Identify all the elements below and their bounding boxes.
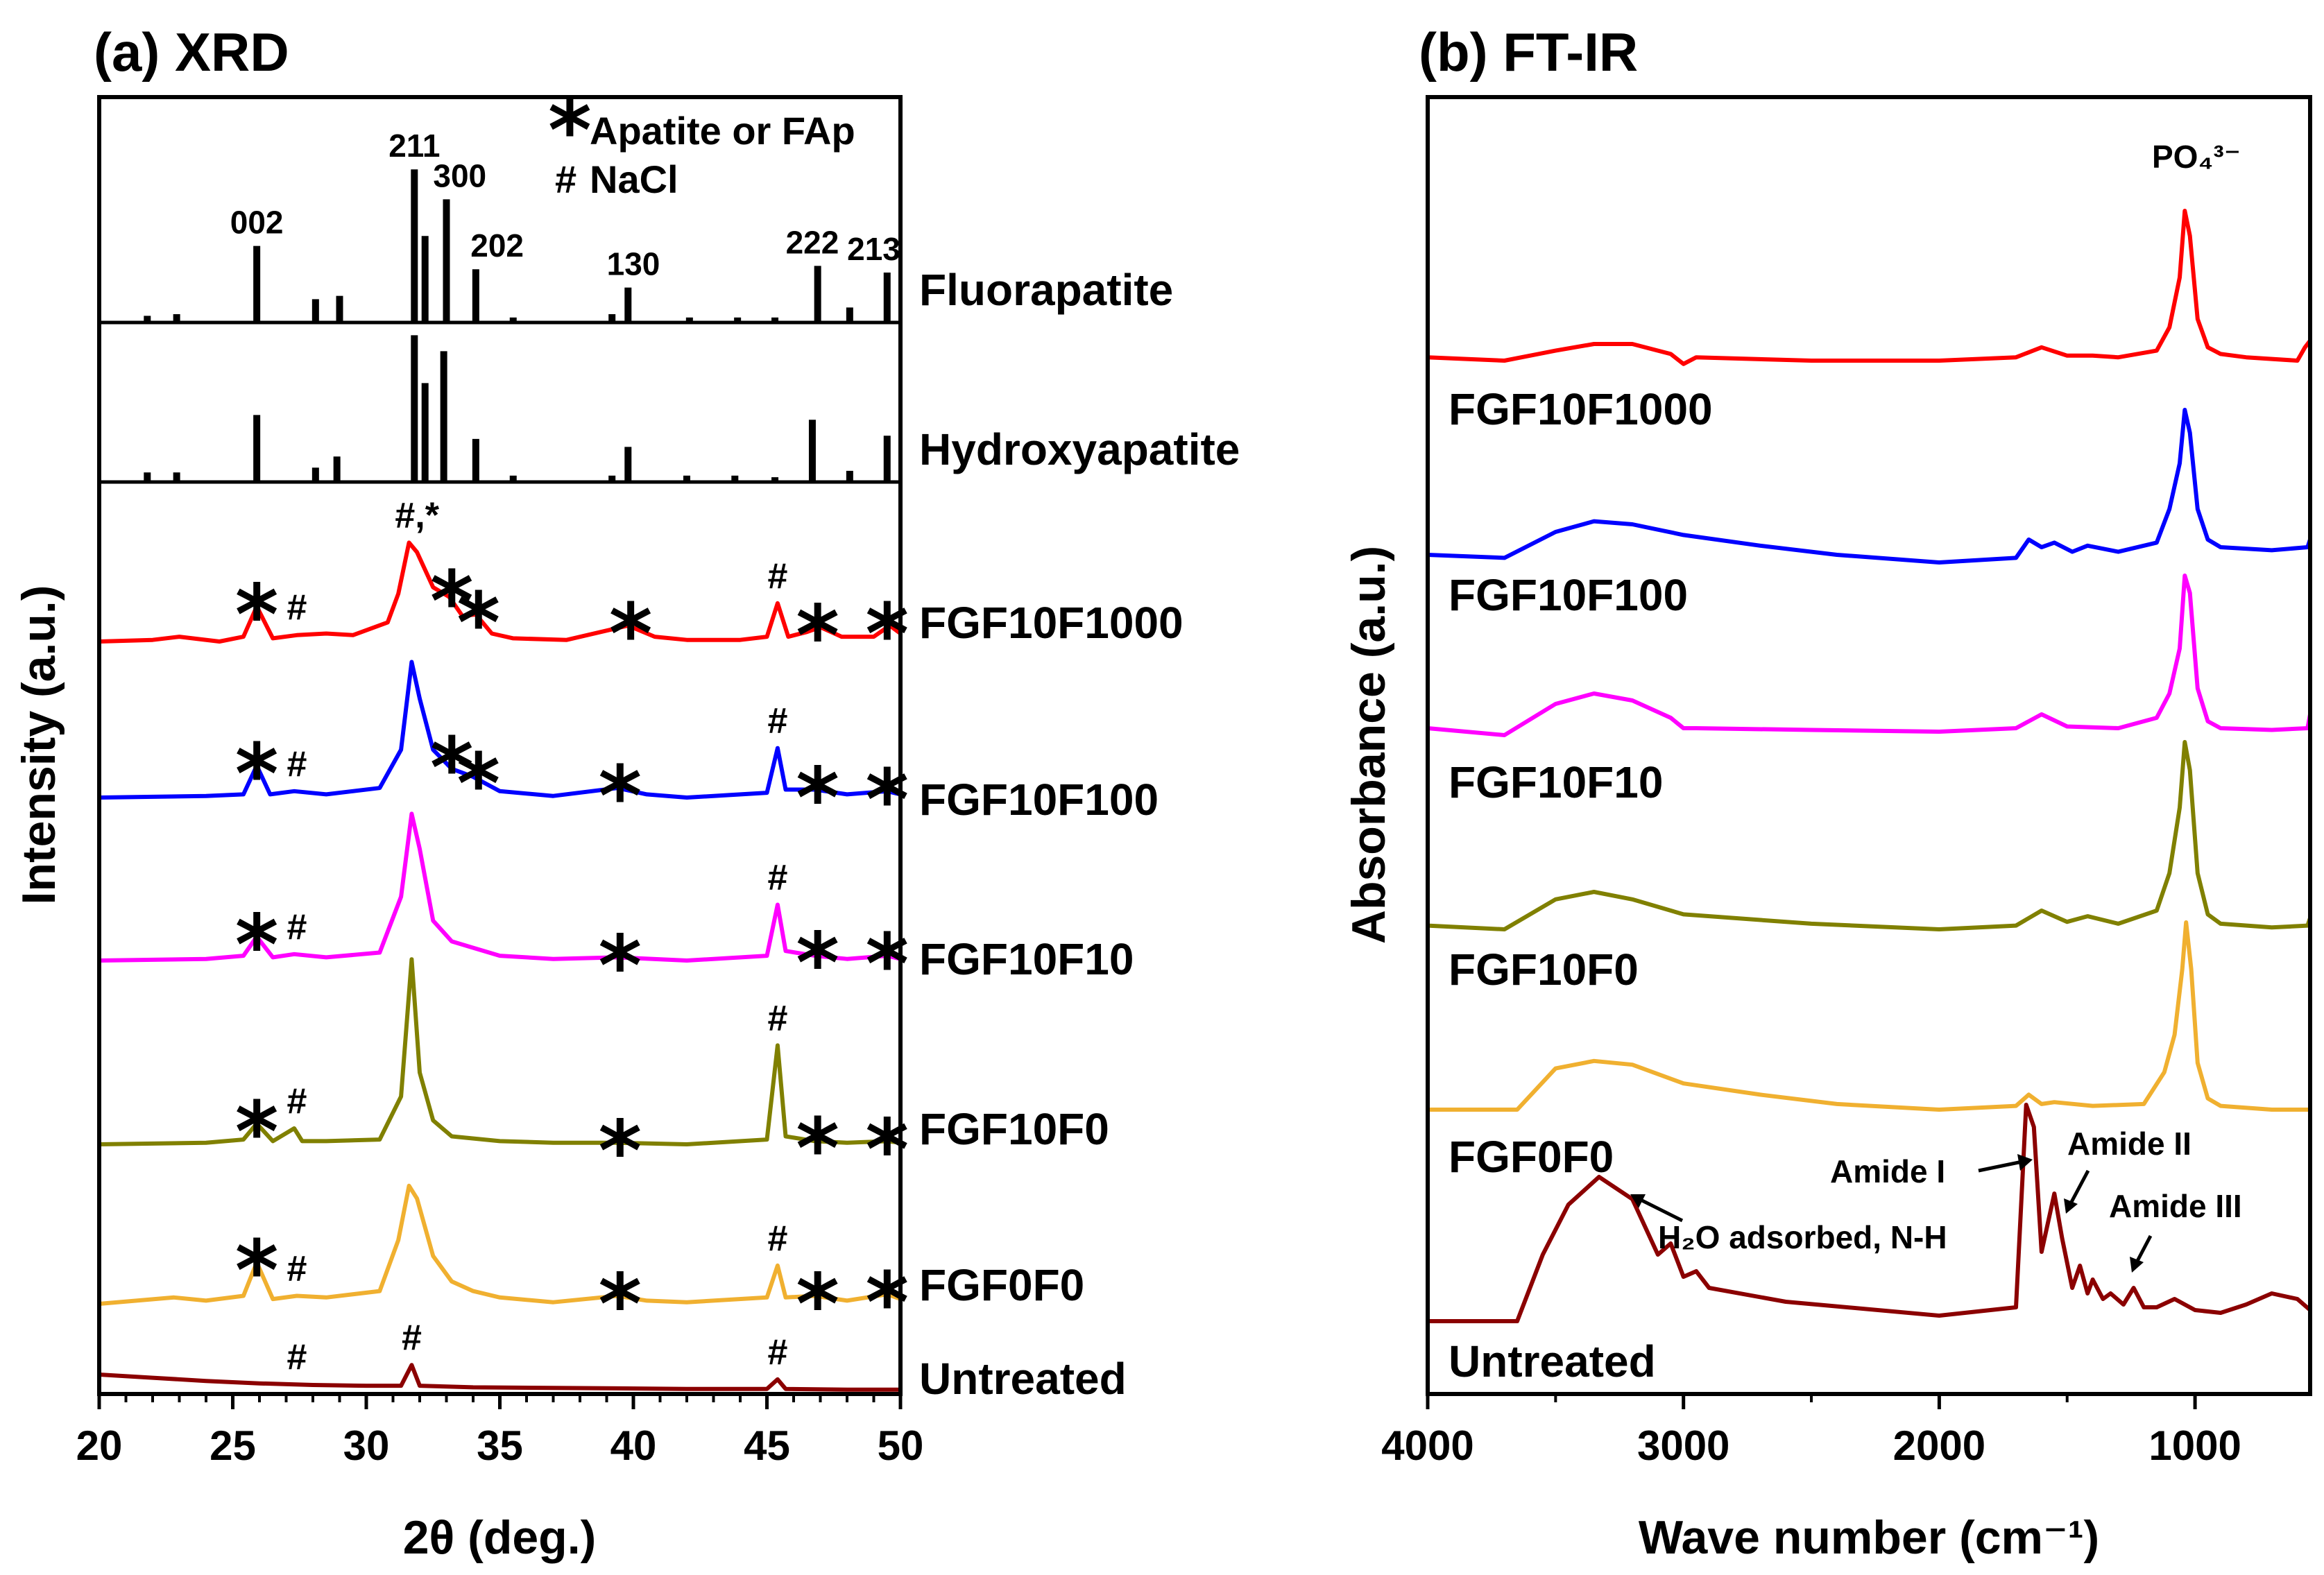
xrd-y-axis-label: Intensity (a.u.) [12, 585, 65, 905]
nacl-marker: # [287, 1081, 307, 1121]
apatite-marker: * [235, 567, 279, 664]
ftir-x-axis-label: Wave number (cm⁻¹) [1639, 1511, 2099, 1564]
nacl-marker: # [767, 1219, 787, 1259]
ftir-x-tick-label: 1000 [2148, 1422, 2241, 1469]
nacl-marker: # [287, 744, 307, 784]
nacl-apatite-marker: #,* [395, 495, 439, 535]
hkl-label-213: 213 [847, 231, 900, 267]
amide-ii-label: Amide II [2067, 1126, 2191, 1162]
legend-nacl-label: NaCl [590, 157, 678, 201]
xrd-trace-label-fgf10f100: FGF10F100 [919, 775, 1159, 825]
xrd-trace-fgf10f0 [99, 959, 900, 1144]
xrd-x-tick-label: 20 [76, 1422, 123, 1469]
reference-label-fluorapatite: Fluorapatite [919, 265, 1173, 315]
apatite-marker: * [235, 898, 279, 995]
apatite-marker: * [235, 1085, 279, 1181]
xrd-trace-label-fgf10f1000: FGF10F1000 [919, 598, 1184, 648]
ftir-y-axis-label: Absorbance (a.u.) [1342, 546, 1395, 944]
xrd-trace-label-fgf0f0: FGF0F0 [919, 1260, 1084, 1310]
nacl-marker: # [767, 858, 787, 898]
apatite-marker: * [456, 737, 500, 833]
legend-hash-symbol: # [555, 157, 576, 201]
nacl-marker: # [767, 556, 787, 596]
hkl-label-211: 211 [388, 128, 440, 164]
apatite-marker: * [235, 727, 279, 823]
nacl-marker: # [767, 1332, 787, 1372]
reference-hydroxyapatite: Hydroxyapatite [147, 335, 1240, 482]
apatite-marker: * [796, 588, 839, 685]
xrd-x-tick-label: 25 [210, 1422, 256, 1469]
hkl-label-222: 222 [786, 224, 839, 260]
figure: (a) XRD 002 211300 202 130 222 213 Fluorapatit… [0, 0, 2324, 1575]
apatite-marker: * [796, 751, 839, 847]
apatite-marker: * [796, 916, 839, 1013]
nacl-marker: # [287, 1337, 307, 1377]
xrd-panel-title: (a) XRD [94, 21, 289, 83]
amide-i-label: Amide I [1830, 1153, 1945, 1189]
amide-i-arrow [1979, 1162, 2022, 1171]
apatite-marker: * [235, 1223, 279, 1320]
nacl-marker: # [287, 587, 307, 628]
nacl-marker: # [767, 701, 787, 741]
phosphate-band-label: PO₄³⁻ [2152, 139, 2241, 175]
xrd-x-tick-label: 35 [477, 1422, 523, 1469]
ftir-x-tick-label: 3000 [1637, 1422, 1729, 1469]
amide-iii-label: Amide III [2109, 1188, 2242, 1224]
xrd-x-axis-label: 2θ (deg.) [403, 1511, 597, 1564]
nacl-marker: # [767, 998, 787, 1038]
reference-label-hydroxyapatite: Hydroxyapatite [919, 424, 1240, 474]
xrd-x-axis-ticks: 20 25 30 35 40 45 50 [76, 1394, 924, 1469]
apatite-marker: * [598, 1104, 642, 1200]
h2o-nh-arrow [1641, 1200, 1682, 1221]
nacl-marker: # [402, 1318, 422, 1358]
hkl-label-002: 002 [230, 205, 284, 241]
apatite-marker: * [456, 576, 500, 672]
ftir-trace-fgf10f1000 [1428, 211, 2310, 364]
ftir-x-axis-ticks: 4000 3000 2000 1000 [1381, 1394, 2241, 1469]
hkl-label-130: 130 [607, 246, 660, 282]
ftir-trace-label-untreated: Untreated [1449, 1336, 1656, 1386]
ftir-x-tick-label: 2000 [1893, 1422, 1985, 1469]
hkl-label-202: 202 [470, 227, 524, 264]
nacl-marker: # [287, 1249, 307, 1289]
legend-apatite-label: Apatite or FAp [590, 109, 855, 153]
ftir-panel-title: (b) FT-IR [1419, 21, 1638, 83]
xrd-trace-label-fgf10f0: FGF10F0 [919, 1104, 1109, 1154]
hkl-label-300: 300 [433, 157, 486, 193]
amide-ii-arrow [2071, 1171, 2088, 1203]
xrd-trace-label-untreated: Untreated [919, 1354, 1127, 1404]
apatite-marker: * [609, 587, 653, 683]
nacl-marker: # [287, 907, 307, 947]
xrd-phase-markers: * ##,*** *#* ** # ** *#* ** # *#* ** #*#* ** # *#* *# # # [235, 495, 909, 1377]
apatite-marker: * [796, 1101, 839, 1198]
xrd-x-tick-label: 50 [878, 1422, 924, 1469]
ftir-trace-label-fgf0f0: FGF0F0 [1449, 1132, 1614, 1182]
apatite-marker: * [598, 749, 642, 845]
xrd-x-tick-label: 30 [343, 1422, 390, 1469]
h2o-nh-label: H₂O adsorbed, N-H [1658, 1219, 1947, 1255]
xrd-x-tick-label: 40 [610, 1422, 657, 1469]
xrd-x-tick-label: 45 [744, 1422, 790, 1469]
amide-iii-arrow [2137, 1236, 2151, 1262]
apatite-marker: * [796, 1257, 839, 1354]
ftir-x-tick-label: 4000 [1381, 1422, 1473, 1469]
ftir-trace-label-fgf10f1000: FGF10F1000 [1449, 384, 1713, 434]
ftir-trace-label-fgf10f10: FGF10F10 [1449, 757, 1663, 807]
ftir-trace-label-fgf10f0: FGF10F0 [1449, 945, 1639, 995]
xrd-trace-label-fgf10f10: FGF10F10 [919, 934, 1134, 984]
ftir-trace-label-fgf10f100: FGF10F100 [1449, 570, 1688, 620]
apatite-marker: * [598, 1257, 642, 1354]
apatite-marker: * [598, 918, 642, 1015]
ftir-panel: (b) FT-IR FGF10F1000 FGF10F100 FGF10F10 FGF… [1342, 21, 2310, 1564]
xrd-legend: * Apatite or FAp # NaCl [548, 83, 855, 201]
